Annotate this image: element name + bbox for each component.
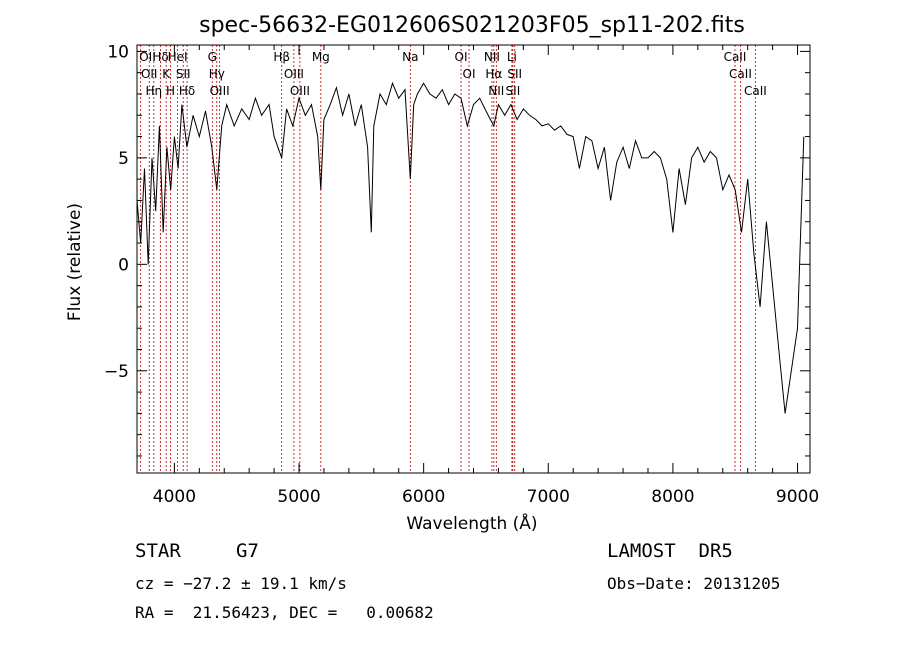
y-tick-label: 0 [118, 255, 129, 275]
line-label-OIII: OIII [210, 84, 230, 98]
y-tick-label: 5 [118, 149, 129, 169]
x-tick-label: 4000 [153, 487, 196, 507]
line-label-K: K [162, 67, 171, 81]
x-tick-label: 7000 [527, 487, 570, 507]
redshift-line: cz = −27.2 ± 19.1 km/s [135, 574, 347, 593]
object-class: STAR [135, 540, 181, 562]
x-tick-label: 8000 [651, 487, 694, 507]
line-label-OI: OI [455, 50, 468, 64]
line-label-OIII: OIII [284, 67, 304, 81]
line-label-NII: NII [488, 84, 504, 98]
line-label-Hδ: Hδ [152, 50, 168, 64]
line-label-SII: SII [506, 84, 521, 98]
line-label-HeI: HeI [168, 50, 188, 64]
axis-ticks: 4000 5000 6000 7000 8000 9000 −5 0 5 10 [104, 42, 819, 507]
x-tick-label: 6000 [402, 487, 445, 507]
line-label-OII: OII [139, 50, 156, 64]
spectrum-line [136, 81, 805, 414]
line-label-Hγ: Hγ [209, 67, 225, 81]
subclass: G7 [236, 540, 259, 562]
line-label-NII: NII [484, 50, 500, 64]
line-label-CaII: CaII [729, 67, 752, 81]
plot-frame [136, 44, 811, 474]
line-label-Hβ: Hβ [273, 50, 290, 64]
line-label-SII: SII [507, 67, 522, 81]
x-tick-label: 9000 [776, 487, 819, 507]
line-label-OII: OII [141, 67, 158, 81]
y-tick-label: −5 [104, 362, 129, 382]
line-label-CaII: CaII [744, 84, 767, 98]
line-label-Li: Li [507, 50, 517, 64]
coordinates: RA = 21.56423, DEC = 0.00682 [135, 603, 434, 622]
line-label-CaII: CaII [724, 50, 747, 64]
line-label-Hδ: Hδ [179, 84, 195, 98]
spectrum-series [136, 81, 805, 414]
chart-title: spec-56632-EG012606S021203F05_sp11-202.f… [199, 13, 745, 38]
survey-label: LAMOST DR5 [607, 540, 733, 562]
line-label-OIII: OIII [290, 84, 310, 98]
x-axis-label: Wavelength (Å) [406, 512, 537, 534]
y-axis-label: Flux (relative) [65, 203, 85, 321]
line-label-OI: OI [463, 67, 476, 81]
x-tick-label: 5000 [277, 487, 320, 507]
line-label-Hα: Hα [485, 67, 502, 81]
line-label-H: H [166, 84, 175, 98]
line-label-Na: Na [402, 50, 418, 64]
line-label-SII: SII [176, 67, 191, 81]
spectral-line-markers [139, 45, 756, 473]
line-label-G: G [208, 50, 217, 64]
line-label-Hη: Hη [146, 84, 163, 98]
line-labels: OII OII Hη Hδ KH HeI SII Hδ G Hγ OIII Hβ OIII OIII Mg N… [139, 50, 767, 98]
y-tick-label: 10 [107, 42, 129, 62]
obs-date: Obs−Date: 20131205 [607, 574, 781, 593]
line-label-Mg: Mg [312, 50, 330, 64]
